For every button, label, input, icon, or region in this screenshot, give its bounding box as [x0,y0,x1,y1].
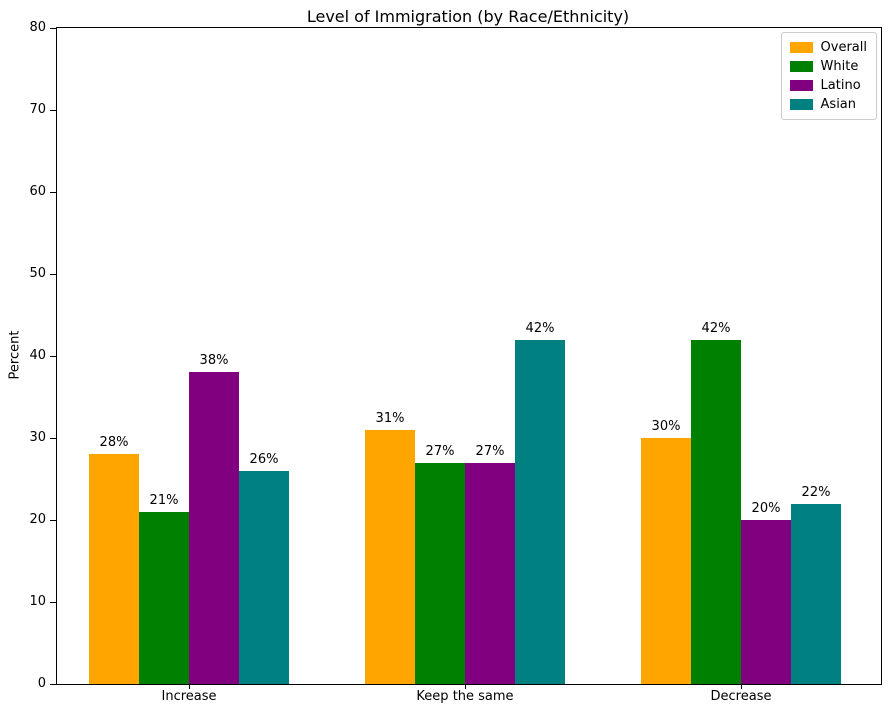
x-tick-label-decrease: Decrease [710,689,772,704]
bar-asian-keep-the-same [515,340,565,684]
plot-area: 28% 31% 30% 21% 27% 42% 38% 27% 20% 26% 42% 22% Ove… [56,27,882,685]
x-tick-mark [189,684,190,689]
legend-swatch-icon [789,61,813,72]
bar-value-label: 27% [425,444,455,459]
bar-white-keep-the-same [415,463,465,684]
y-tick-label: 10 [29,594,46,609]
legend-item-overall: Overall [789,38,867,57]
legend-swatch-icon [789,80,813,91]
bar-white-increase [139,512,189,684]
bar-overall-keep-the-same [365,430,415,684]
bar-asian-decrease [791,504,841,684]
bar-latino-decrease [741,520,791,684]
bar-overall-decrease [641,438,691,684]
legend-item-asian: Asian [789,95,867,114]
x-tick-label-keep-the-same: Keep the same [416,689,514,704]
x-tick-mark [741,684,742,689]
legend-swatch-icon [789,42,813,53]
y-tick-mark [50,437,56,439]
y-tick-label: 70 [29,102,46,117]
y-tick-label: 40 [29,348,46,363]
y-tick-label: 20 [29,512,46,527]
bar-value-label: 28% [99,435,129,450]
y-tick-mark [50,601,56,603]
bar-latino-increase [189,372,239,684]
bar-value-label: 42% [701,321,731,336]
y-tick-label: 60 [29,184,46,199]
bar-white-decrease [691,340,741,684]
legend-swatch-icon [789,99,813,110]
bar-value-label: 42% [525,321,555,336]
y-tick-mark [50,519,56,521]
bar-value-label: 21% [149,493,179,508]
bar-value-label: 30% [651,419,681,434]
legend: Overall White Latino Asian [780,32,877,120]
legend-item-latino: Latino [789,76,867,95]
y-tick-label: 0 [37,676,46,691]
y-tick-mark [50,191,56,193]
y-tick-mark [50,109,56,111]
x-tick-mark [465,684,466,689]
legend-label: White [820,59,859,74]
x-tick-label-increase: Increase [161,689,217,704]
bar-value-label: 27% [475,444,505,459]
y-tick-mark [50,273,56,275]
legend-label: Latino [820,78,861,93]
y-tick-mark [50,355,56,357]
y-tick-label: 50 [29,266,46,281]
bar-value-label: 31% [375,411,405,426]
y-tick-mark [50,683,56,685]
legend-item-white: White [789,57,867,76]
bar-value-label: 38% [199,353,229,368]
bar-value-label: 22% [801,485,831,500]
bar-latino-keep-the-same [465,463,515,684]
bar-value-label: 26% [249,452,279,467]
bar-overall-increase [89,454,139,684]
legend-label: Asian [820,97,857,112]
y-tick-label: 80 [29,20,46,35]
bar-value-label: 20% [751,501,781,516]
bar-asian-increase [239,471,289,684]
chart-title: Level of Immigration (by Race/Ethnicity) [306,7,630,26]
legend-label: Overall [820,40,867,55]
y-tick-label: 30 [29,430,46,445]
y-tick-mark [50,27,56,29]
